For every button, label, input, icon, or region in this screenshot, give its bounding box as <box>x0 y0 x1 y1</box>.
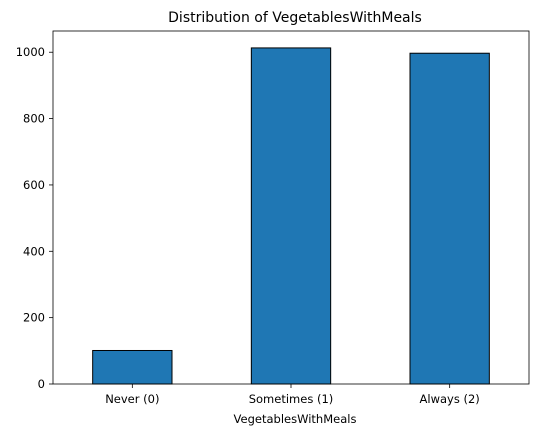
chart-title: Distribution of VegetablesWithMeals <box>168 10 422 26</box>
x-axis-label: VegetablesWithMeals <box>234 412 357 426</box>
bar <box>250 47 332 385</box>
x-tick-label: Sometimes (1) <box>249 392 334 406</box>
x-tick-label: Always (2) <box>420 392 480 406</box>
plot-frame <box>52 30 530 385</box>
y-tick-label: 1000 <box>16 45 45 59</box>
y-tick-label: 800 <box>23 112 45 126</box>
y-tick-label: 0 <box>38 377 45 391</box>
y-tick-label: 600 <box>23 178 45 192</box>
y-tick-label: 200 <box>23 311 45 325</box>
bar <box>92 349 173 385</box>
y-tick-label: 400 <box>23 244 45 258</box>
x-tick-label: Never (0) <box>105 392 159 406</box>
bar <box>409 52 490 385</box>
